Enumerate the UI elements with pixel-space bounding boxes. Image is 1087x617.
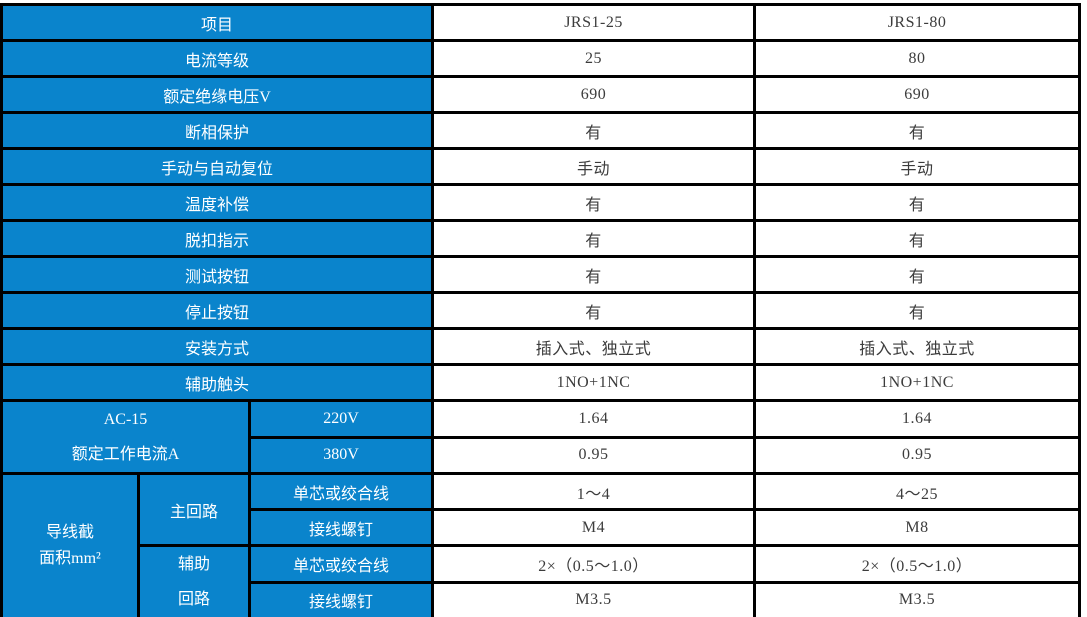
- value-cell: 手动: [431, 147, 756, 186]
- table-row: 测试按钮 有 有: [0, 255, 1081, 294]
- wire-sub-label: 接线螺钉: [248, 508, 434, 547]
- value-cell: 0.95: [431, 435, 756, 475]
- value-cell: 有: [431, 291, 756, 330]
- header-model-jrs1-80: JRS1-80: [753, 3, 1081, 42]
- wire-aux-circuit-label: 辅助 回路: [137, 544, 251, 617]
- row-label: 温度补偿: [0, 183, 434, 222]
- wire-sub-label: 单芯或绞合线: [248, 472, 434, 511]
- wire-group-label: 导线截 面积mm²: [0, 472, 140, 617]
- table-row: 接线螺钉 M3.5 M3.5: [2, 580, 1081, 617]
- value-cell: 有: [753, 111, 1081, 150]
- value-cell: M3.5: [753, 580, 1081, 617]
- row-label: 安装方式: [0, 327, 434, 366]
- value-cell: M8: [753, 508, 1081, 547]
- value-cell: 有: [431, 111, 756, 150]
- value-cell: 25: [431, 39, 756, 78]
- row-label: 测试按钮: [0, 255, 434, 294]
- table-row: 断相保护 有 有: [0, 111, 1081, 150]
- table-row: 辅助触头 1NO+1NC 1NO+1NC: [0, 363, 1081, 402]
- row-label: 脱扣指示: [0, 219, 434, 258]
- table-row: 380V 0.95 0.95: [2, 435, 1081, 475]
- value-cell: 1NO+1NC: [753, 363, 1081, 402]
- table-row: 手动与自动复位 手动 手动: [0, 147, 1081, 186]
- table-row: 项目 JRS1-25 JRS1-80: [0, 3, 1081, 42]
- value-cell: 690: [431, 75, 756, 114]
- wire-group-label-line1: 导线截: [45, 524, 94, 541]
- table-row: 停止按钮 有 有: [0, 291, 1081, 330]
- value-cell: 1～4: [431, 472, 756, 511]
- value-cell: 0.95: [753, 435, 1081, 475]
- value-cell: 有: [753, 219, 1081, 258]
- value-cell: 手动: [753, 147, 1081, 186]
- table-row: 温度补偿 有 有: [0, 183, 1081, 222]
- value-cell: 4～25: [753, 472, 1081, 511]
- ac15-group-label-line2: 额定工作电流A: [71, 446, 180, 463]
- value-cell: 插入式、独立式: [753, 327, 1081, 366]
- value-cell: 插入式、独立式: [431, 327, 756, 366]
- value-cell: 有: [431, 219, 756, 258]
- value-cell: 有: [431, 255, 756, 294]
- value-cell: 有: [753, 291, 1081, 330]
- value-cell: 690: [753, 75, 1081, 114]
- table-row: 导线截 面积mm² 主回路 单芯或绞合线 1～4 4～25: [0, 472, 1081, 617]
- spec-table: 项目 JRS1-25 JRS1-80 电流等级 25 80 额定绝缘电压V 69…: [0, 3, 1081, 617]
- value-cell: 有: [753, 255, 1081, 294]
- table-row: AC-15 额定工作电流A 220V 1.64 1.64: [0, 399, 1081, 475]
- value-cell: M4: [431, 508, 756, 547]
- value-cell: 2×（0.5～1.0）: [431, 544, 756, 584]
- table-row: 辅助 回路 单芯或绞合线 2×（0.5～1.0） 2×（0.5～1.0）: [2, 544, 1081, 617]
- value-cell: 1.64: [753, 399, 1081, 439]
- ac15-voltage-label: 380V: [248, 435, 434, 475]
- value-cell: 有: [431, 183, 756, 222]
- header-model-jrs1-25: JRS1-25: [431, 3, 756, 42]
- ac15-voltage-label: 220V: [248, 399, 434, 439]
- table-row: 接线螺钉 M4 M8: [2, 508, 1081, 547]
- row-label: 停止按钮: [0, 291, 434, 330]
- row-label: 断相保护: [0, 111, 434, 150]
- table-row: 安装方式 插入式、独立式 插入式、独立式: [0, 327, 1081, 366]
- ac15-group-label: AC-15 额定工作电流A: [0, 399, 251, 475]
- row-label: 辅助触头: [0, 363, 434, 402]
- wire-sub-label: 接线螺钉: [248, 580, 434, 617]
- wire-sub-label: 单芯或绞合线: [248, 544, 434, 584]
- ac15-group-label-line1: AC-15: [103, 411, 148, 428]
- value-cell: 80: [753, 39, 1081, 78]
- value-cell: 1NO+1NC: [431, 363, 756, 402]
- wire-aux-circuit-label-line2: 回路: [177, 591, 210, 608]
- wire-aux-circuit-label-line1: 辅助: [177, 556, 210, 573]
- value-cell: 1.64: [431, 399, 756, 439]
- row-label: 额定绝缘电压V: [0, 75, 434, 114]
- table-row: 脱扣指示 有 有: [0, 219, 1081, 258]
- table-row: 电流等级 25 80: [0, 39, 1081, 78]
- table-row: 额定绝缘电压V 690 690: [0, 75, 1081, 114]
- wire-main-circuit-label: 主回路: [137, 472, 251, 547]
- value-cell: 2×（0.5～1.0）: [753, 544, 1081, 584]
- header-item-label: 项目: [0, 3, 434, 42]
- value-cell: 有: [753, 183, 1081, 222]
- wire-group-label-line2: 面积mm²: [39, 550, 101, 567]
- row-label: 手动与自动复位: [0, 147, 434, 186]
- row-label: 电流等级: [0, 39, 434, 78]
- value-cell: M3.5: [431, 580, 756, 617]
